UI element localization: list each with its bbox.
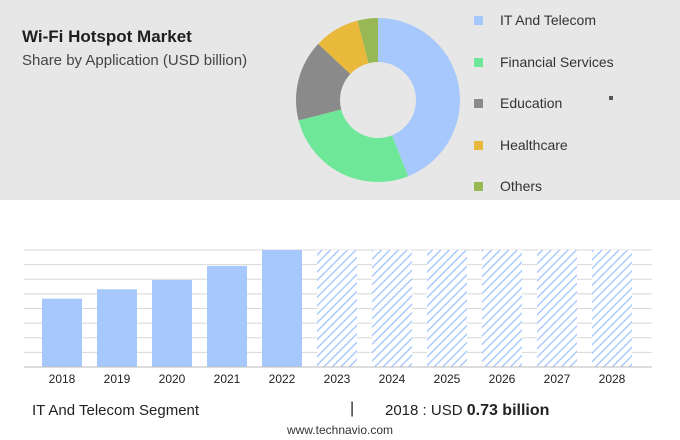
donut-slice-financial-services — [298, 109, 409, 182]
segment-value-amount: 0.73 billion — [466, 402, 550, 419]
donut-slice-others — [357, 18, 378, 64]
x-tick-label: 2028 — [599, 372, 626, 386]
legend-swatch — [474, 140, 483, 150]
bar-2018 — [42, 298, 82, 367]
x-tick-label: 2020 — [159, 372, 186, 386]
legend-label: Financial Services — [500, 54, 614, 70]
legend-label: Healthcare — [500, 137, 568, 153]
x-tick-label: 2025 — [434, 372, 461, 386]
bar-2024 — [372, 250, 412, 367]
legend-item-others: Others — [474, 176, 542, 196]
legend-item-it-telecom: IT And Telecom — [474, 10, 596, 30]
x-tick-label: 2019 — [104, 372, 131, 386]
legend-swatch — [474, 57, 483, 67]
chart-subtitle: Share by Application (USD billion) — [22, 52, 248, 69]
bar-2022 — [262, 250, 302, 367]
bar-chart: 2018 2019 2020 2021 2022 2023 2024 2025 2026 2027… — [24, 249, 652, 386]
x-tick-label: 2026 — [489, 372, 516, 386]
donut-slice-healthcare — [318, 20, 369, 74]
legend-item-financial-services: Financial Services — [474, 52, 614, 72]
decor-dot-icon — [609, 96, 613, 100]
donut-chart — [296, 18, 460, 182]
segment-label: IT And Telecom Segment — [32, 402, 200, 419]
bar-2023 — [317, 250, 357, 367]
donut-slice-it-and-telecom — [378, 18, 460, 177]
legend-label: Others — [500, 178, 543, 194]
x-tick-label: 2018 — [49, 372, 76, 386]
x-tick-label: 2021 — [214, 372, 241, 386]
legend-swatch — [474, 98, 483, 108]
segment-year-label: 2018 : USD — [385, 402, 467, 419]
x-tick-label: 2027 — [544, 372, 571, 386]
bar-2020 — [152, 279, 192, 367]
x-tick-label: 2023 — [324, 372, 351, 386]
chart-title: Wi-Fi Hotspot Market — [22, 27, 192, 46]
bar-2019 — [97, 289, 137, 367]
bar-2021 — [207, 265, 247, 367]
legend-swatch — [474, 15, 483, 25]
segment-value: 2018 : USD 0.73 billion — [385, 402, 549, 420]
source-link[interactable]: www.technavio.com — [286, 423, 394, 437]
bar-2027 — [537, 250, 577, 367]
bar-2025 — [427, 250, 467, 367]
x-tick-label: 2024 — [379, 372, 406, 386]
bar-2028 — [592, 250, 632, 367]
legend-item-healthcare: Healthcare — [474, 135, 568, 155]
legend-label: Education — [500, 95, 563, 111]
footer-divider: | — [350, 400, 355, 417]
legend-label: IT And Telecom — [500, 12, 596, 28]
donut-slice-education — [296, 43, 351, 121]
legend-item-education: Education — [474, 93, 562, 113]
x-tick-label: 2022 — [269, 372, 296, 386]
bar-2026 — [482, 250, 522, 367]
legend-swatch — [474, 181, 483, 191]
